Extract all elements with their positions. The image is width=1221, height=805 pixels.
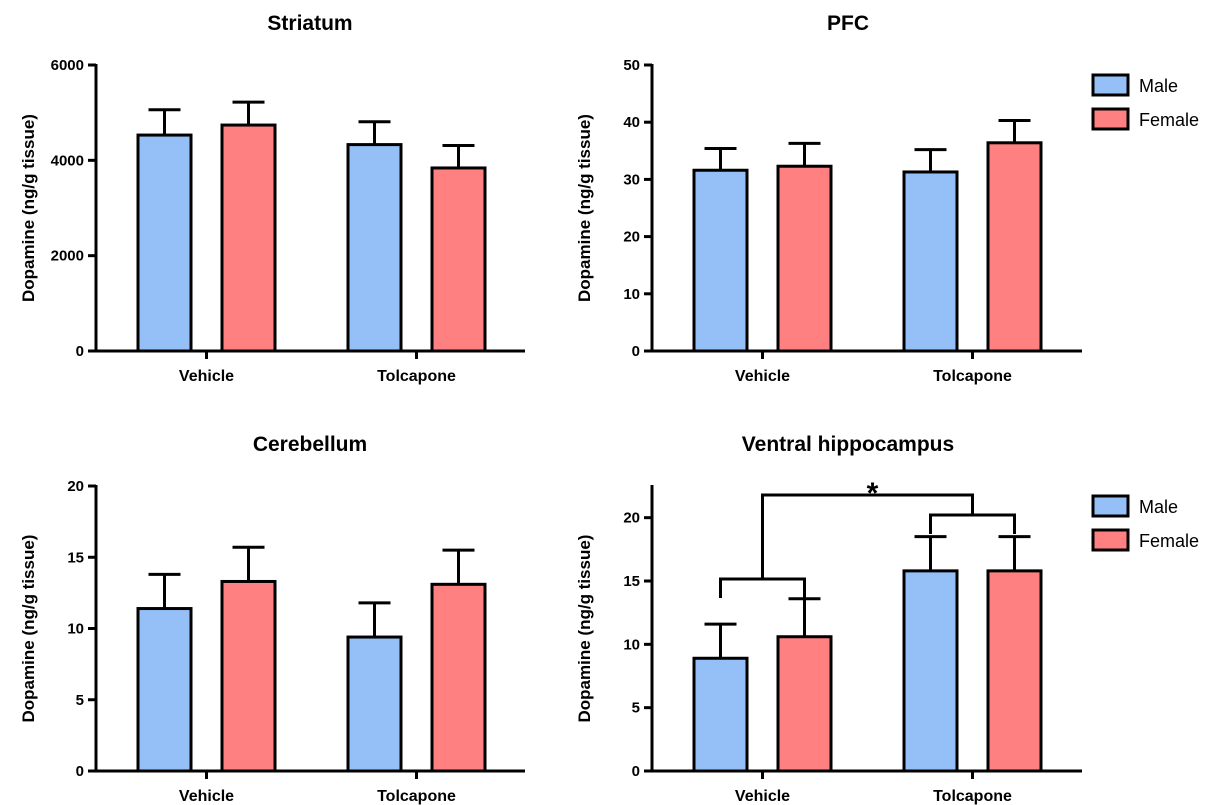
x-tick-label: Tolcapone <box>377 368 456 385</box>
bar-vehicle-female <box>776 635 833 773</box>
x-tick-label: Tolcapone <box>933 788 1012 805</box>
chart-title: Ventral hippocampus <box>742 433 954 456</box>
x-tick-label: Vehicle <box>179 788 234 805</box>
chart-panel-2: Cerebellum Dopamine (ng/g tissue) 0 5 10 15 20… <box>19 433 525 805</box>
y-tick-label: 40 <box>623 114 640 131</box>
y-tick-label: 20 <box>623 229 640 246</box>
y-axis-label: Dopamine (ng/g tissue) <box>19 535 38 723</box>
y-tick-label: 30 <box>623 171 640 188</box>
chart-title: PFC <box>827 12 869 35</box>
bar-tolcapone-female <box>430 582 487 773</box>
bar-vehicle-female <box>220 579 277 773</box>
significance-bracket: * <box>719 477 1016 598</box>
chart-title: Cerebellum <box>253 433 367 456</box>
legend: Male Female <box>1091 494 1199 552</box>
legend-label: Female <box>1139 110 1199 130</box>
bar-vehicle-male <box>692 656 749 773</box>
bracket-top <box>761 493 974 579</box>
y-tick-label: 0 <box>632 343 640 360</box>
y-tick-label: 4000 <box>51 152 84 169</box>
chart-panel-1: PFC Dopamine (ng/g tissue) 0 10 20 30 40 50 Vehi… <box>575 12 1199 385</box>
bar-tolcapone-male <box>902 170 959 353</box>
y-tick-label: 0 <box>632 763 640 780</box>
bar-tolcapone-female <box>986 141 1043 353</box>
legend: Male Female <box>1091 73 1199 131</box>
bar-vehicle-female <box>220 123 277 353</box>
y-tick-label: 6000 <box>51 57 84 74</box>
legend-swatch-female <box>1091 528 1130 552</box>
y-tick-label: 50 <box>623 57 640 74</box>
bar-vehicle-male <box>692 168 749 353</box>
bracket-tolcapone <box>929 513 1016 534</box>
y-tick-label: 10 <box>623 636 640 653</box>
y-tick-label: 20 <box>67 478 84 495</box>
y-tick-label: 10 <box>623 286 640 303</box>
y-tick-label: 0 <box>76 343 84 360</box>
y-tick-label: 2000 <box>51 248 84 265</box>
y-tick-label: 5 <box>76 692 84 709</box>
bracket-vehicle <box>719 577 806 598</box>
y-tick-label: 15 <box>623 573 640 590</box>
bar-vehicle-female <box>776 164 833 353</box>
y-axis-label: Dopamine (ng/g tissue) <box>575 114 594 302</box>
legend-label: Male <box>1139 76 1178 96</box>
y-tick-label: 20 <box>623 510 640 527</box>
x-tick-label: Vehicle <box>735 788 790 805</box>
x-tick-label: Vehicle <box>735 368 790 385</box>
bar-tolcapone-female <box>986 569 1043 773</box>
x-tick-label: Vehicle <box>179 368 234 385</box>
y-tick-label: 10 <box>67 621 84 638</box>
significance-star: * <box>867 477 879 510</box>
legend-label: Male <box>1139 497 1178 517</box>
y-axis-label: Dopamine (ng/g tissue) <box>19 114 38 302</box>
bar-vehicle-male <box>136 133 193 353</box>
y-tick-label: 5 <box>632 700 640 717</box>
x-tick-label: Tolcapone <box>933 368 1012 385</box>
y-tick-label: 0 <box>76 763 84 780</box>
x-tick-label: Tolcapone <box>377 788 456 805</box>
y-tick-label: 15 <box>67 549 84 566</box>
bar-vehicle-male <box>136 607 193 773</box>
chart-panel-3: Ventral hippocampus Dopamine (ng/g tissue… <box>575 433 1199 805</box>
bar-tolcapone-male <box>346 143 403 353</box>
legend-swatch-female <box>1091 107 1130 131</box>
bar-tolcapone-female <box>430 166 487 353</box>
legend-label: Female <box>1139 531 1199 551</box>
legend-swatch-male <box>1091 494 1130 518</box>
bar-tolcapone-male <box>346 635 403 773</box>
chart-title: Striatum <box>267 12 352 35</box>
y-axis-label: Dopamine (ng/g tissue) <box>575 535 594 723</box>
bar-tolcapone-male <box>902 569 959 773</box>
legend-swatch-male <box>1091 73 1130 97</box>
chart-panel-0: Striatum Dopamine (ng/g tissue) 0 2000 4000 6… <box>19 12 525 385</box>
